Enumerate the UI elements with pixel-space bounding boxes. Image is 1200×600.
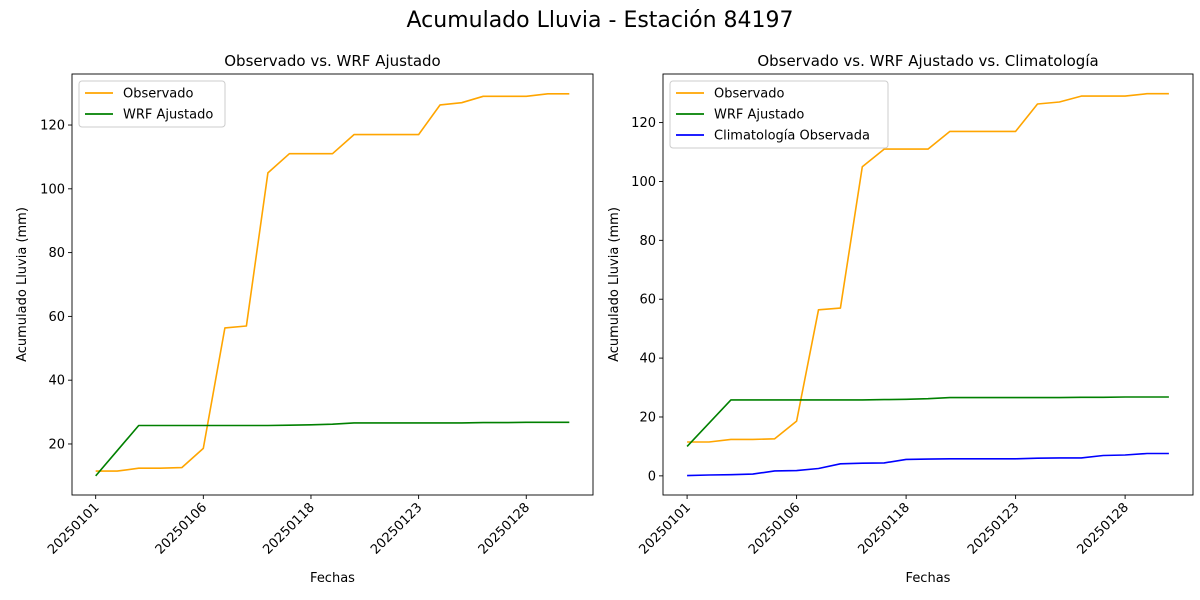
y-tick-label: 20 <box>639 410 656 425</box>
x-tick-label: 20250101 <box>637 500 694 557</box>
legend: Observado WRF Ajustado Climatología Observ… <box>669 80 889 149</box>
figure-title: Acumulado Lluvia - Estación 84197 <box>406 8 794 33</box>
y-tick-label: 0 <box>648 469 656 484</box>
y-tick-label: 120 <box>40 119 65 134</box>
series-line-climatolog-a-observada <box>687 452 1169 477</box>
series-line-observado <box>95 93 570 472</box>
y-axis-label: Acumulado Lluvia (mm) <box>607 207 622 362</box>
x-tick-label: 20250118 <box>260 500 317 557</box>
chart-panel-2: Observado vs. WRF Ajustado vs. Climatolo… <box>607 52 1194 586</box>
axes-frame <box>71 73 594 496</box>
y-tick-label: 60 <box>48 310 65 325</box>
legend-box <box>78 80 226 128</box>
chart-title: Observado vs. WRF Ajustado <box>224 52 440 70</box>
x-tick-label: 20250106 <box>746 500 803 557</box>
y-tick-label: 80 <box>48 246 65 261</box>
legend-box <box>669 80 889 149</box>
legend-label: Observado <box>714 87 785 102</box>
x-tick-label: 20250118 <box>856 500 913 557</box>
legend-label: Climatología Observada <box>714 129 870 144</box>
x-axis-label: Fechas <box>906 571 951 586</box>
legend-label: WRF Ajustado <box>714 108 804 123</box>
legend-label: Observado <box>123 87 194 102</box>
y-tick-label: 100 <box>631 175 656 190</box>
x-tick-label: 20250128 <box>476 500 533 557</box>
series-line-observado <box>687 92 1169 443</box>
chart-panel-1: Observado vs. WRF Ajustado 20 40 60 80 100 120… <box>15 52 594 586</box>
x-axis-label: Fechas <box>310 571 355 586</box>
legend-label: WRF Ajustado <box>123 108 213 123</box>
x-tick-label: 20250123 <box>965 500 1022 557</box>
y-tick-label: 80 <box>639 234 656 249</box>
x-tick-label: 20250106 <box>153 500 210 557</box>
y-tick-label: 20 <box>48 437 65 452</box>
axes-frame <box>662 73 1194 496</box>
y-tick-label: 60 <box>639 293 656 308</box>
series-line-wrf-ajustado <box>95 421 570 477</box>
x-tick-label: 20250101 <box>45 500 102 557</box>
y-tick-label: 100 <box>40 182 65 197</box>
legend: Observado WRF Ajustado <box>78 80 226 128</box>
y-tick-label: 120 <box>631 116 656 131</box>
y-tick-label: 40 <box>639 352 656 367</box>
y-axis-label: Acumulado Lluvia (mm) <box>15 207 30 362</box>
series-line-wrf-ajustado <box>686 396 1169 447</box>
x-tick-label: 20250128 <box>1075 500 1132 557</box>
x-tick-label: 20250123 <box>368 500 425 557</box>
chart-title: Observado vs. WRF Ajustado vs. Climatolo… <box>757 52 1098 70</box>
y-tick-label: 40 <box>48 374 65 389</box>
